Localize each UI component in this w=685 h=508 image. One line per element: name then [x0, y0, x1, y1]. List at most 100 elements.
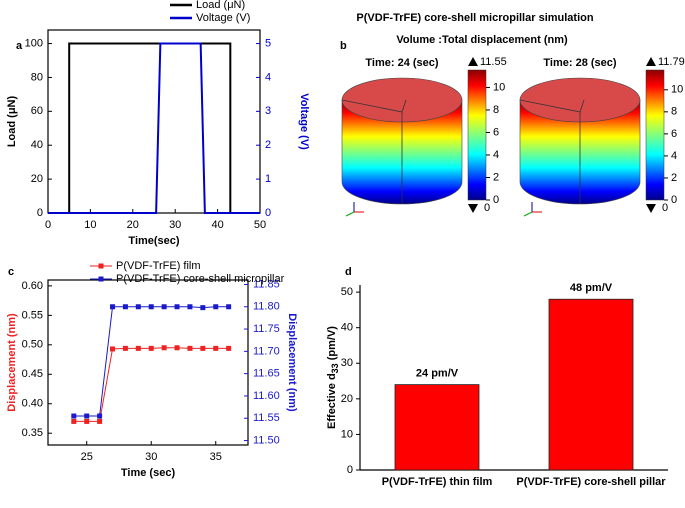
x-tick-label: 30 — [145, 451, 157, 463]
y-axis-label-main: Effective d — [326, 373, 338, 429]
marker — [161, 345, 167, 351]
y2-tick-label: 3 — [265, 105, 271, 117]
marker — [200, 305, 206, 311]
marker — [213, 304, 219, 310]
marker — [97, 418, 103, 424]
legend-marker — [98, 263, 104, 269]
y-axis-label: Load (μN) — [6, 96, 18, 148]
x-tick-label: P(VDF-TrFE) core-shell pillar — [516, 476, 666, 488]
y2-tick-label: 0 — [265, 207, 271, 219]
y2-axis-label: Voltage (V) — [298, 93, 310, 150]
series-line — [48, 42, 260, 214]
bar — [548, 298, 634, 471]
y2-tick-label: 11.65 — [253, 368, 280, 380]
colorbar-tick-label: 4 — [493, 149, 499, 161]
y-tick-label: 30 — [341, 357, 353, 369]
colorbar — [645, 69, 665, 201]
y-tick-label: 0.60 — [22, 280, 43, 292]
colorbar-tick-label: 10 — [671, 84, 683, 96]
y2-tick-label: 1 — [265, 173, 271, 185]
colorbar-tick-label: 10 — [493, 81, 505, 93]
colorbar-tick-label: 4 — [671, 150, 677, 162]
colorbar-tick-label: 0 — [671, 194, 677, 206]
marker — [174, 345, 180, 351]
marker — [226, 304, 232, 310]
axis-triad — [523, 211, 533, 217]
panel-letter: a — [16, 40, 23, 52]
y-tick-label: 0.55 — [22, 309, 43, 321]
marker — [161, 304, 167, 310]
panel-letter: d — [345, 266, 352, 278]
y2-axis-label: Displacement (nm) — [286, 313, 298, 412]
y-tick-label: 0.40 — [22, 398, 43, 410]
figure-subtitle: Volume :Total displacement (nm) — [396, 34, 568, 46]
cutaway-edge — [519, 99, 585, 204]
y2-tick-label: 4 — [265, 71, 271, 83]
min-arrow — [468, 204, 478, 213]
y-tick-label: 40 — [341, 322, 353, 334]
x-tick-label: 20 — [127, 219, 139, 231]
marker — [71, 418, 77, 424]
plot-frame — [47, 279, 249, 446]
marker — [122, 304, 128, 310]
y-tick-label: 0.35 — [22, 427, 43, 439]
y-tick-label: 0.45 — [22, 368, 43, 380]
colorbar-tick-label: 8 — [493, 104, 499, 116]
y2-tick-label: 11.50 — [253, 434, 280, 446]
y-tick-label: 0 — [37, 207, 43, 219]
cutaway-edge — [341, 99, 407, 204]
y2-tick-label: 5 — [265, 37, 271, 49]
series-line — [73, 347, 229, 422]
legend-label: P(VDF-TrFE) film — [116, 260, 201, 272]
y-axis-label: Displacement (nm) — [6, 313, 18, 412]
x-tick-label: 35 — [210, 451, 222, 463]
colorbar-min: 0 — [662, 202, 668, 214]
y-tick-label: 20 — [31, 173, 43, 185]
marker — [148, 304, 154, 310]
y-axis-label-subscript: 33 — [330, 363, 340, 373]
y-tick-label: 10 — [341, 428, 353, 440]
colorbar-tick-label: 2 — [671, 172, 677, 184]
colorbar-min: 0 — [484, 202, 490, 214]
legend-label: P(VDF-TrFE) core-shell micropillar — [116, 273, 285, 285]
y-tick-label: 40 — [31, 139, 43, 151]
y-axis-label: Effective d33 (pm/V) — [326, 326, 340, 429]
marker — [97, 413, 103, 419]
y-axis-label-unit: (pm/V) — [326, 326, 338, 364]
bar — [394, 384, 480, 471]
colorbar-tick-label: 8 — [671, 106, 677, 118]
max-arrow — [646, 57, 656, 66]
max-arrow — [468, 57, 478, 66]
marker — [84, 413, 90, 419]
x-axis-label: Time (sec) — [121, 467, 176, 479]
marker — [200, 345, 206, 351]
y-tick-label: 60 — [31, 105, 43, 117]
y-tick-label: 80 — [31, 71, 43, 83]
panel-letter: c — [8, 266, 14, 278]
figure-title: P(VDF-TrFE) core-shell micropillar simul… — [356, 12, 593, 24]
legend-label: Voltage (V) — [196, 12, 250, 24]
colorbar-max: 11.55 — [480, 56, 507, 68]
min-arrow — [646, 204, 656, 213]
value-label: 24 pm/V — [416, 368, 459, 380]
marker — [122, 345, 128, 351]
colorbar-tick-label: 6 — [493, 126, 499, 138]
colorbar-tick-label: 0 — [493, 194, 499, 206]
marker — [226, 345, 232, 351]
series-line — [73, 306, 229, 417]
marker — [213, 345, 219, 351]
x-tick-label: 40 — [211, 219, 223, 231]
marker — [187, 345, 193, 351]
marker — [110, 346, 116, 352]
panel-label: Time: 28 (sec) — [543, 57, 617, 69]
colorbar-tick-label: 2 — [493, 171, 499, 183]
marker — [135, 345, 141, 351]
legend-label: Load (μN) — [196, 0, 245, 11]
colorbar-tick-label: 6 — [671, 128, 677, 140]
legend-marker — [98, 276, 104, 282]
colorbar-max: 11.795 — [658, 56, 685, 68]
y-tick-label: 20 — [341, 393, 353, 405]
value-label: 48 pm/V — [570, 282, 613, 294]
marker — [110, 304, 116, 310]
